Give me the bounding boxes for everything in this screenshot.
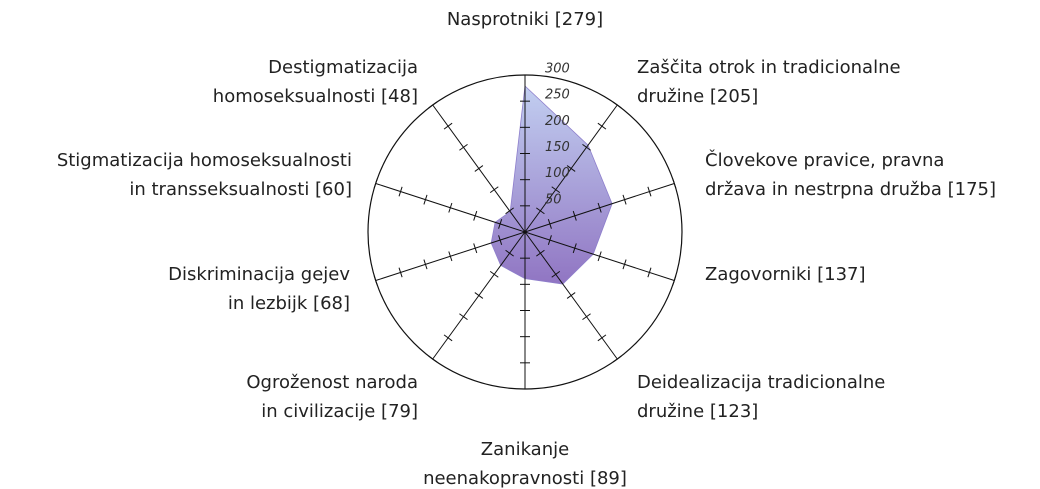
tick-mark [489,270,499,278]
tick-mark [672,275,677,286]
tick-mark [398,186,403,197]
tick-mark [428,355,438,363]
category-label: Ogroženost naroda [246,372,418,393]
tick-mark [428,101,438,109]
tick-mark [597,202,602,213]
y-tick-label: 150 [545,140,570,155]
tick-mark [566,165,576,172]
category-label: država in nestrpna družba [175] [705,179,996,200]
tick-mark [474,165,484,172]
category-label: in transseksualnosti [60] [129,179,352,200]
y-tick-label: 100 [545,166,570,181]
category-label: Destigmatizacija [268,57,418,78]
tick-mark [489,186,499,194]
tick-mark [566,292,576,299]
tick-mark [572,210,577,221]
category-label: Zaščita otrok in tradicionalne [637,57,901,78]
category-label: Deidealizacija tradicionalne [637,372,885,393]
category-label: in civilizacije [79] [261,401,418,422]
tick-mark [448,202,453,213]
category-label: Stigmatizacija homoseksualnosti [57,150,352,171]
tick-mark [473,210,478,221]
tick-mark [443,334,453,342]
tick-mark [597,251,602,262]
tick-mark [622,259,627,270]
y-tick-label: 250 [545,88,570,103]
category-label: neenakopravnosti [89] [423,468,627,489]
category-label: Človekove pravice, pravna [705,149,944,171]
tick-mark [612,101,622,109]
tick-mark [373,178,378,189]
y-tick-label: 50 [545,192,562,207]
tick-mark [647,186,652,197]
tick-mark [459,313,468,321]
category-label: homoseksualnosti [48] [213,86,418,107]
y-tick-label: 200 [545,114,570,129]
category-label: Nasprotniki [279] [447,9,603,30]
tick-mark [398,267,403,278]
tick-mark [498,235,503,245]
category-label: Zanikanje [481,439,569,460]
tick-mark [551,186,561,194]
tick-mark [474,292,484,299]
category-label: družine [205] [637,86,758,107]
tick-mark [547,219,552,229]
tick-mark [647,267,652,278]
category-label: družine [123] [637,401,758,422]
category-label: Diskriminacija gejev [168,264,350,285]
tick-mark [498,219,503,229]
tick-mark [551,270,561,278]
tick-mark [572,243,577,254]
tick-mark [505,249,514,257]
tick-mark [423,194,428,205]
tick-mark [536,249,545,257]
tick-mark [459,143,468,151]
category-label: Zagovorniki [137] [705,264,866,285]
tick-mark [597,334,607,342]
tick-mark [443,122,453,130]
y-tick-label: 300 [545,62,570,77]
tick-mark [582,143,591,151]
tick-mark [672,178,677,189]
tick-mark [536,207,545,215]
tick-mark [423,259,428,270]
tick-mark [612,355,622,363]
tick-mark [373,275,378,286]
tick-mark [582,313,591,321]
tick-mark [622,194,627,205]
tick-mark [473,243,478,254]
tick-mark [505,207,514,215]
tick-mark [597,122,607,130]
category-label: in lezbijk [68] [228,293,350,314]
tick-mark [547,235,552,245]
tick-mark [448,251,453,262]
